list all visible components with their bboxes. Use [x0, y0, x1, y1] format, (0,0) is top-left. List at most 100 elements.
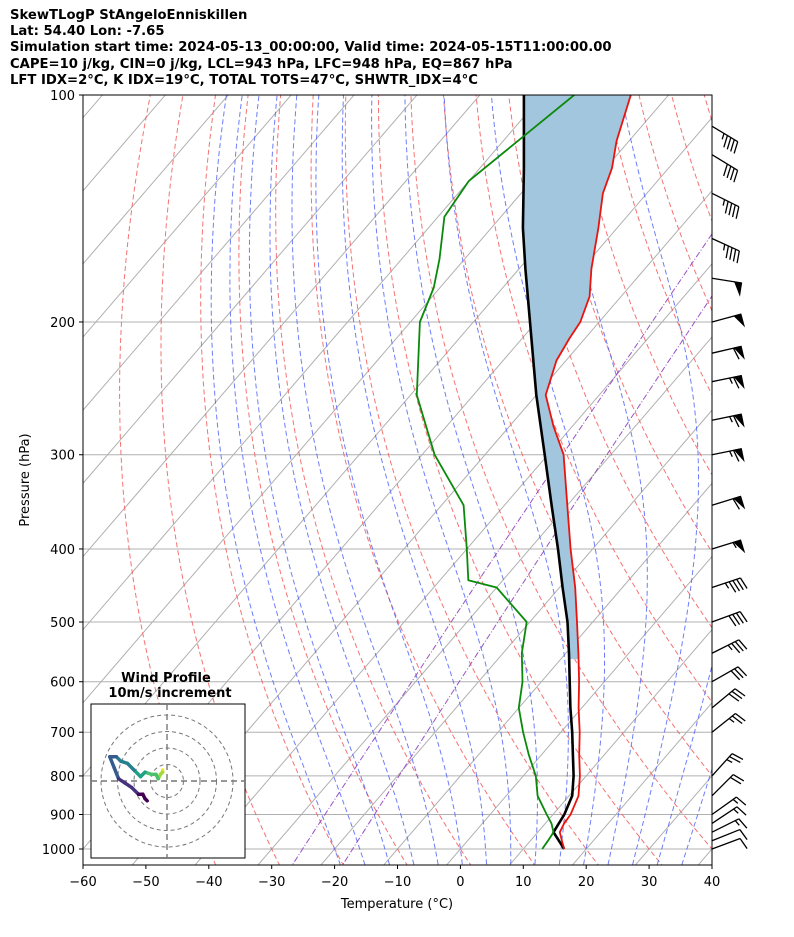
x-tick-label: −30: [258, 875, 285, 890]
moist-adiabat-line: [248, 95, 391, 865]
wind-barb-flag: [730, 670, 741, 681]
wind-barb-flag: [732, 774, 745, 782]
wind-barb-flag: [725, 245, 730, 259]
y-tick-label: 100: [50, 89, 75, 104]
dry-adiabat-line: [638, 95, 712, 312]
wind-barb-shaft: [711, 192, 740, 208]
wind-barb-shaft: [711, 774, 734, 797]
wind-barb-pennant: [733, 345, 745, 360]
isotherm-line: [83, 95, 544, 631]
x-tick-label: −10: [384, 875, 411, 890]
wind-barb-pennant: [733, 313, 746, 328]
wind-barb-flag: [739, 577, 748, 589]
wind-barb-flag: [731, 753, 744, 761]
x-tick-label: −60: [69, 875, 96, 890]
temperature-profile-line: [544, 95, 632, 850]
wind-barb-flag: [728, 615, 737, 627]
wind-barb-shaft: [711, 753, 733, 777]
wind-barb-flag: [732, 614, 741, 626]
isotherm-line: [697, 848, 712, 865]
wind-barb-flag: [735, 712, 746, 722]
axes-layer: −60 −50 −40 −30 −20 −10 0 10 20 30 40 100 200 300 400 5…: [42, 89, 720, 890]
x-tick-label: 40: [704, 875, 721, 890]
wind-barb-shaft: [711, 577, 741, 589]
isotherm-line: [83, 95, 418, 485]
dry-adiabat-line: [344, 95, 599, 865]
isotherm-line: [83, 95, 355, 411]
isotherm-line: [83, 95, 292, 338]
wind-barb-flag: [729, 247, 733, 260]
moist-adiabat-line: [269, 95, 415, 865]
wind-barb-half-flag: [727, 644, 733, 651]
wind-barb-pennant: [733, 281, 743, 297]
wind-barb-flag: [732, 415, 740, 428]
moist-adiabat-line: [291, 95, 439, 865]
moist-adiabat-line: [315, 95, 463, 865]
wind-barb-half-flag: [729, 416, 733, 423]
wind-barb-shaft: [711, 611, 741, 623]
moist-adiabat-line: [681, 767, 712, 865]
dry-adiabat-line: [377, 95, 663, 865]
y-tick-label: 400: [50, 543, 75, 558]
wind-barb-shaft: [711, 154, 738, 171]
wind-barb-pennant: [733, 448, 745, 463]
wind-barb-flag: [731, 690, 743, 700]
hodograph-segment: [108, 755, 116, 770]
dry-adiabat-line: [732, 78, 794, 880]
wind-barb-flag: [739, 611, 748, 623]
x-tick-label: 20: [578, 875, 595, 890]
wind-barb-shaft: [711, 237, 740, 252]
wind-barb-flag: [731, 715, 743, 724]
isotherm-line: [571, 701, 712, 865]
wind-barbs: [711, 125, 748, 850]
title-line-latlon: Lat: 54.40 Lon: -7.65: [10, 24, 165, 39]
wind-barb-half-flag: [734, 820, 740, 826]
wind-barb-flag: [735, 796, 747, 806]
y-tick-label: 300: [50, 449, 75, 464]
wind-barb-flag: [733, 141, 739, 154]
hodograph-segment: [112, 766, 121, 781]
wind-barb-flag: [723, 135, 729, 148]
wind-barb-shaft: [711, 818, 740, 833]
wind-barb-shaft: [711, 639, 740, 654]
x-tick-label: 0: [456, 875, 464, 890]
wind-barb-shaft: [711, 806, 738, 825]
isotherm-line: [446, 555, 712, 865]
wind-barb-flag: [732, 376, 740, 389]
moist-adiabat-line: [443, 95, 569, 865]
wind-barb-flag: [736, 250, 740, 264]
wind-barb-half-flag: [732, 798, 739, 804]
wind-barb-flag: [737, 666, 748, 677]
wind-barb-pennant: [733, 375, 745, 390]
y-tick-label: 700: [50, 726, 75, 741]
wind-barb-flag: [729, 168, 735, 181]
isotherm-line: [194, 263, 712, 865]
x-tick-label: 30: [641, 875, 658, 890]
isotherm-line: [634, 775, 712, 865]
wind-barb-shaft: [711, 796, 737, 816]
mixing-ratio-line: [291, 233, 712, 865]
isotherm-line: [748, 78, 794, 880]
wind-barb-flag: [734, 668, 744, 679]
isotherm-line: [257, 336, 712, 865]
wind-barb-flag: [732, 347, 740, 360]
y-axis-label: Pressure (hPa): [18, 433, 33, 526]
wind-barb-shaft: [711, 828, 741, 842]
wind-barb-pennant: [733, 539, 746, 554]
y-tick-label: 200: [50, 316, 75, 331]
dry-adiabat-line: [410, 95, 712, 850]
wind-barb-shaft: [711, 837, 741, 850]
wind-barb-flag: [736, 806, 747, 816]
dry-adiabat-line: [238, 95, 408, 865]
wind-barb-half-flag: [726, 759, 733, 764]
wind-barb-flag: [734, 641, 744, 652]
wind-barb-flag: [735, 206, 740, 219]
hodograph-rings: [91, 704, 245, 858]
wind-barb-flag: [724, 201, 729, 214]
dry-adiabat-line: [442, 95, 712, 777]
hodograph-segment: [143, 796, 149, 803]
wind-barb-flag: [735, 612, 744, 624]
y-tick-label: 500: [50, 616, 75, 631]
wind-barb-half-flag: [728, 717, 735, 723]
